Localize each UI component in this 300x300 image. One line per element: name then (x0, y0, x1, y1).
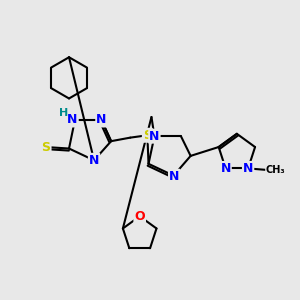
Text: N: N (89, 154, 99, 167)
Text: N: N (68, 113, 78, 127)
Text: N: N (220, 162, 231, 175)
Text: N: N (96, 113, 106, 127)
Text: O: O (134, 210, 145, 223)
Text: N: N (169, 170, 179, 183)
Text: H: H (59, 109, 68, 118)
Text: S: S (42, 141, 51, 154)
Text: S: S (143, 129, 152, 142)
Text: N: N (149, 130, 160, 143)
Text: N: N (243, 162, 253, 175)
Text: CH₃: CH₃ (266, 165, 286, 175)
